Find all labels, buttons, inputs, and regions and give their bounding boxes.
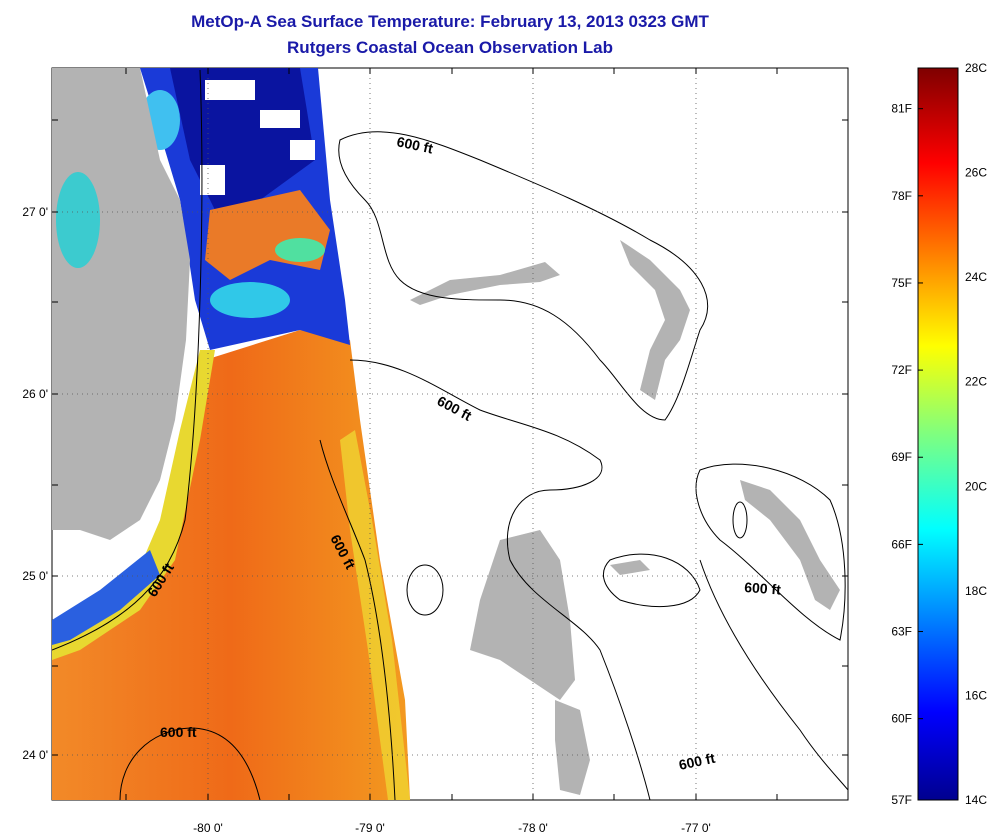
map-title: MetOp-A Sea Surface Temperature: Februar… — [191, 12, 709, 31]
contour-label: 600 ft — [160, 724, 197, 740]
colorbar-fahrenheit-label: 72F — [891, 363, 912, 377]
contour-600ft — [349, 359, 651, 800]
lat-label: 25 0' — [22, 569, 48, 583]
lon-label: -80 0' — [193, 821, 223, 835]
map-subtitle: Rutgers Coastal Ocean Observation Lab — [287, 38, 613, 57]
cloud-gap — [290, 140, 315, 160]
lat-label: 26 0' — [22, 387, 48, 401]
contour-600ft — [406, 564, 444, 616]
sst-warm-region — [52, 330, 410, 800]
colorbar-fahrenheit-label: 66F — [891, 537, 912, 551]
sst-south-cold-strip — [52, 550, 160, 645]
colorbar-fahrenheit-label: 75F — [891, 276, 912, 290]
grand-bahama-land — [410, 262, 560, 305]
eleuthera-land — [740, 480, 840, 610]
lon-label: -77 0' — [681, 821, 711, 835]
contour-600ft — [699, 559, 848, 791]
sst-green-patch — [275, 238, 325, 262]
colorbar-celsius-label: 26C — [965, 166, 987, 180]
cloud-gap — [205, 80, 255, 100]
abaco-land — [620, 240, 690, 400]
new-providence-land — [610, 560, 650, 575]
contour-label: 600 ft — [744, 579, 782, 598]
colorbar-celsius-label: 14C — [965, 793, 987, 807]
axis-ticks — [52, 68, 848, 800]
colorbar-fahrenheit-label: 78F — [891, 189, 912, 203]
contour-label: 600 ft — [395, 133, 434, 156]
colorbar-fahrenheit-label: 63F — [891, 625, 912, 639]
colorbar-celsius-label: 24C — [965, 270, 987, 284]
map-grid — [52, 68, 848, 800]
lat-label: 24 0' — [22, 748, 48, 762]
contour-600ft — [52, 69, 203, 651]
contour-600ft — [695, 463, 846, 641]
contour-600ft — [602, 553, 701, 608]
contour-600ft — [319, 439, 396, 800]
lon-label: -78 0' — [518, 821, 548, 835]
colorbar-fahrenheit-label: 81F — [891, 102, 912, 116]
cloud-gap — [200, 165, 225, 195]
colorbar-labels: 28C 26C 24C 22C 20C 18C 16C 14C 81F 78F 75F 72F 69F 6… — [891, 61, 987, 807]
colorbar-fahrenheit-label: 57F — [891, 793, 912, 807]
colorbar-celsius-label: 16C — [965, 688, 987, 702]
lake-okeechobee — [56, 172, 100, 268]
contour-600ft — [338, 131, 709, 421]
colorbar-fahrenheit-label: 60F — [891, 712, 912, 726]
colorbar-celsius-label: 18C — [965, 584, 987, 598]
colorbar-celsius-label: 20C — [965, 479, 987, 493]
colorbar-fahrenheit-label: 69F — [891, 450, 912, 464]
sst-cyan-patch — [210, 282, 290, 318]
andros-land — [470, 530, 575, 700]
contour-label: 600 ft — [677, 750, 716, 773]
colorbar — [917, 67, 959, 801]
lat-label: 27 0' — [22, 205, 48, 219]
andros-south-land — [555, 700, 590, 795]
contour-600ft — [119, 727, 261, 800]
lon-label: -79 0' — [355, 821, 385, 835]
colorbar-celsius-label: 28C — [965, 61, 987, 75]
sst-yellow-edge — [340, 430, 410, 800]
colorbar-celsius-label: 22C — [965, 375, 987, 389]
contour-600ft — [732, 501, 748, 539]
cloud-gap — [260, 110, 300, 128]
